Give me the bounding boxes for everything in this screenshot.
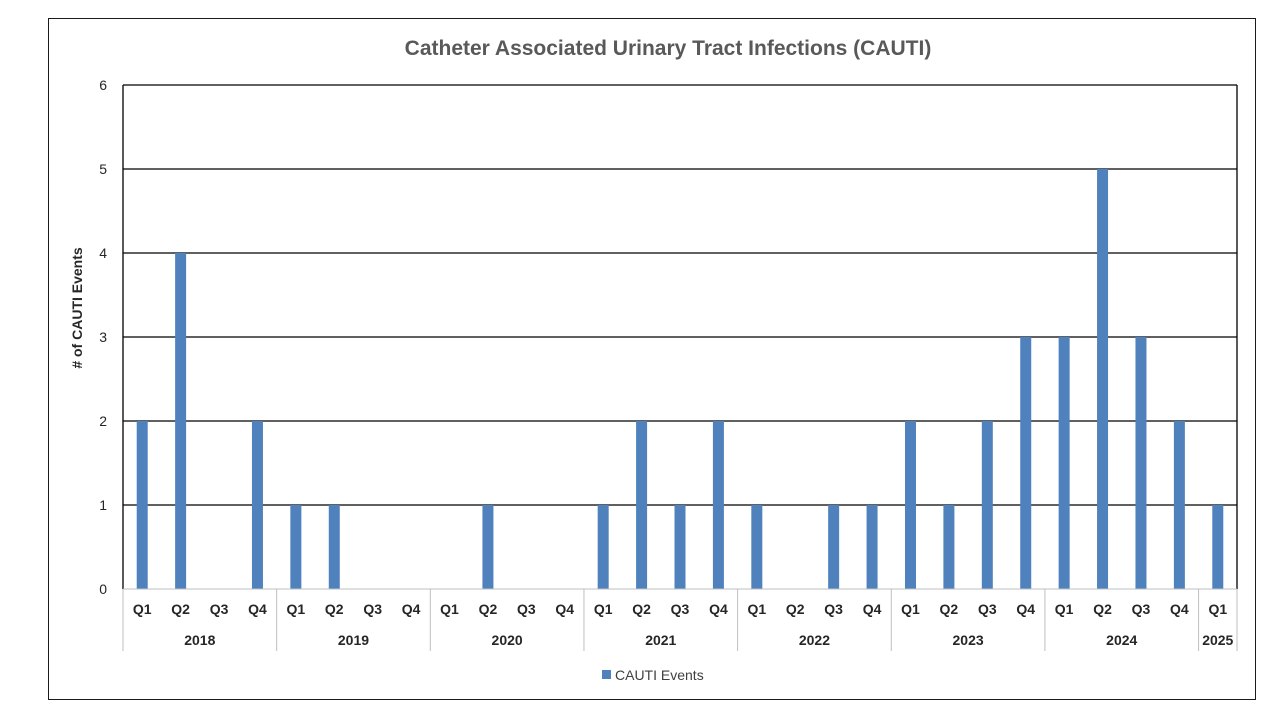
bar <box>1135 337 1147 589</box>
bar <box>290 505 302 589</box>
quarter-tick-label: Q2 <box>940 601 959 617</box>
bar <box>943 505 955 589</box>
quarter-tick-label: Q2 <box>632 601 651 617</box>
legend-swatch <box>602 670 611 679</box>
bar <box>981 421 993 589</box>
x-axis: Q1 Q2 Q3 Q4 2018 Q1 Q2 Q3 Q4 2019 Q1 Q2 Q3 Q4 2020 Q1 Q2… <box>122 588 1238 651</box>
quarter-tick-label: Q2 <box>171 601 190 617</box>
y-tick-label: 1 <box>99 497 107 513</box>
quarter-tick-label: Q3 <box>1132 601 1151 617</box>
bar <box>674 505 686 589</box>
bar <box>712 421 724 589</box>
year-tick-label: 2022 <box>799 632 830 648</box>
chart-title: Catheter Associated Urinary Tract Infect… <box>405 37 932 60</box>
year-tick-label: 2019 <box>338 632 369 648</box>
quarter-tick-label: Q4 <box>1016 601 1035 617</box>
quarter-tick-label: Q4 <box>402 601 421 617</box>
quarter-tick-label: Q4 <box>863 601 882 617</box>
quarter-tick-label: Q2 <box>325 601 344 617</box>
year-tick-label: 2018 <box>184 632 215 648</box>
bar <box>1058 337 1070 589</box>
y-tick-label: 5 <box>99 161 107 177</box>
bar <box>636 421 648 589</box>
quarter-tick-label: Q3 <box>978 601 997 617</box>
quarter-tick-label: Q1 <box>1055 601 1074 617</box>
legend: CAUTI Events <box>602 667 704 683</box>
quarter-tick-label: Q3 <box>517 601 536 617</box>
quarter-tick-label: Q2 <box>786 601 805 617</box>
y-tick-label: 2 <box>99 413 107 429</box>
year-tick-label: 2020 <box>492 632 523 648</box>
y-tick-label: 6 <box>99 77 107 93</box>
quarter-tick-label: Q3 <box>671 601 690 617</box>
quarter-tick-label: Q1 <box>1208 601 1227 617</box>
bar <box>1097 169 1109 589</box>
bar <box>751 505 763 589</box>
bar <box>828 505 840 589</box>
quarter-tick-label: Q2 <box>479 601 498 617</box>
quarter-tick-label: Q1 <box>287 601 306 617</box>
quarter-tick-label: Q1 <box>440 601 459 617</box>
quarter-tick-label: Q3 <box>210 601 229 617</box>
bar <box>136 421 148 589</box>
quarter-tick-label: Q1 <box>747 601 766 617</box>
y-axis-label: # of CAUTI Events <box>69 247 85 369</box>
bar <box>866 505 878 589</box>
quarter-tick-label: Q1 <box>594 601 613 617</box>
y-axis-ticks: 0 1 2 3 4 5 6 <box>99 77 107 597</box>
quarter-tick-label: Q3 <box>363 601 382 617</box>
quarter-tick-label: Q3 <box>824 601 843 617</box>
bar <box>251 421 263 589</box>
y-tick-label: 3 <box>99 329 107 345</box>
y-tick-label: 0 <box>99 581 107 597</box>
year-tick-label: 2025 <box>1202 632 1233 648</box>
bar <box>1020 337 1032 589</box>
quarter-tick-label: Q4 <box>709 601 728 617</box>
quarter-tick-label: Q4 <box>1170 601 1189 617</box>
year-tick-label: 2024 <box>1106 632 1137 648</box>
bar <box>175 253 187 589</box>
quarter-tick-label: Q4 <box>248 601 267 617</box>
bar <box>482 505 494 589</box>
bar <box>1212 505 1224 589</box>
quarter-tick-label: Q2 <box>1093 601 1112 617</box>
bar <box>597 505 609 589</box>
bar <box>1173 421 1185 589</box>
quarter-tick-label: Q4 <box>555 601 574 617</box>
bars <box>136 169 1224 589</box>
year-tick-label: 2023 <box>953 632 984 648</box>
quarter-tick-label: Q1 <box>133 601 152 617</box>
year-tick-label: 2021 <box>645 632 676 648</box>
chart-frame <box>48 18 1256 700</box>
y-tick-label: 4 <box>99 245 107 261</box>
bar <box>328 505 340 589</box>
bar <box>904 421 916 589</box>
gridlines <box>122 84 1238 589</box>
legend-label: CAUTI Events <box>615 667 704 683</box>
quarter-tick-label: Q1 <box>901 601 920 617</box>
